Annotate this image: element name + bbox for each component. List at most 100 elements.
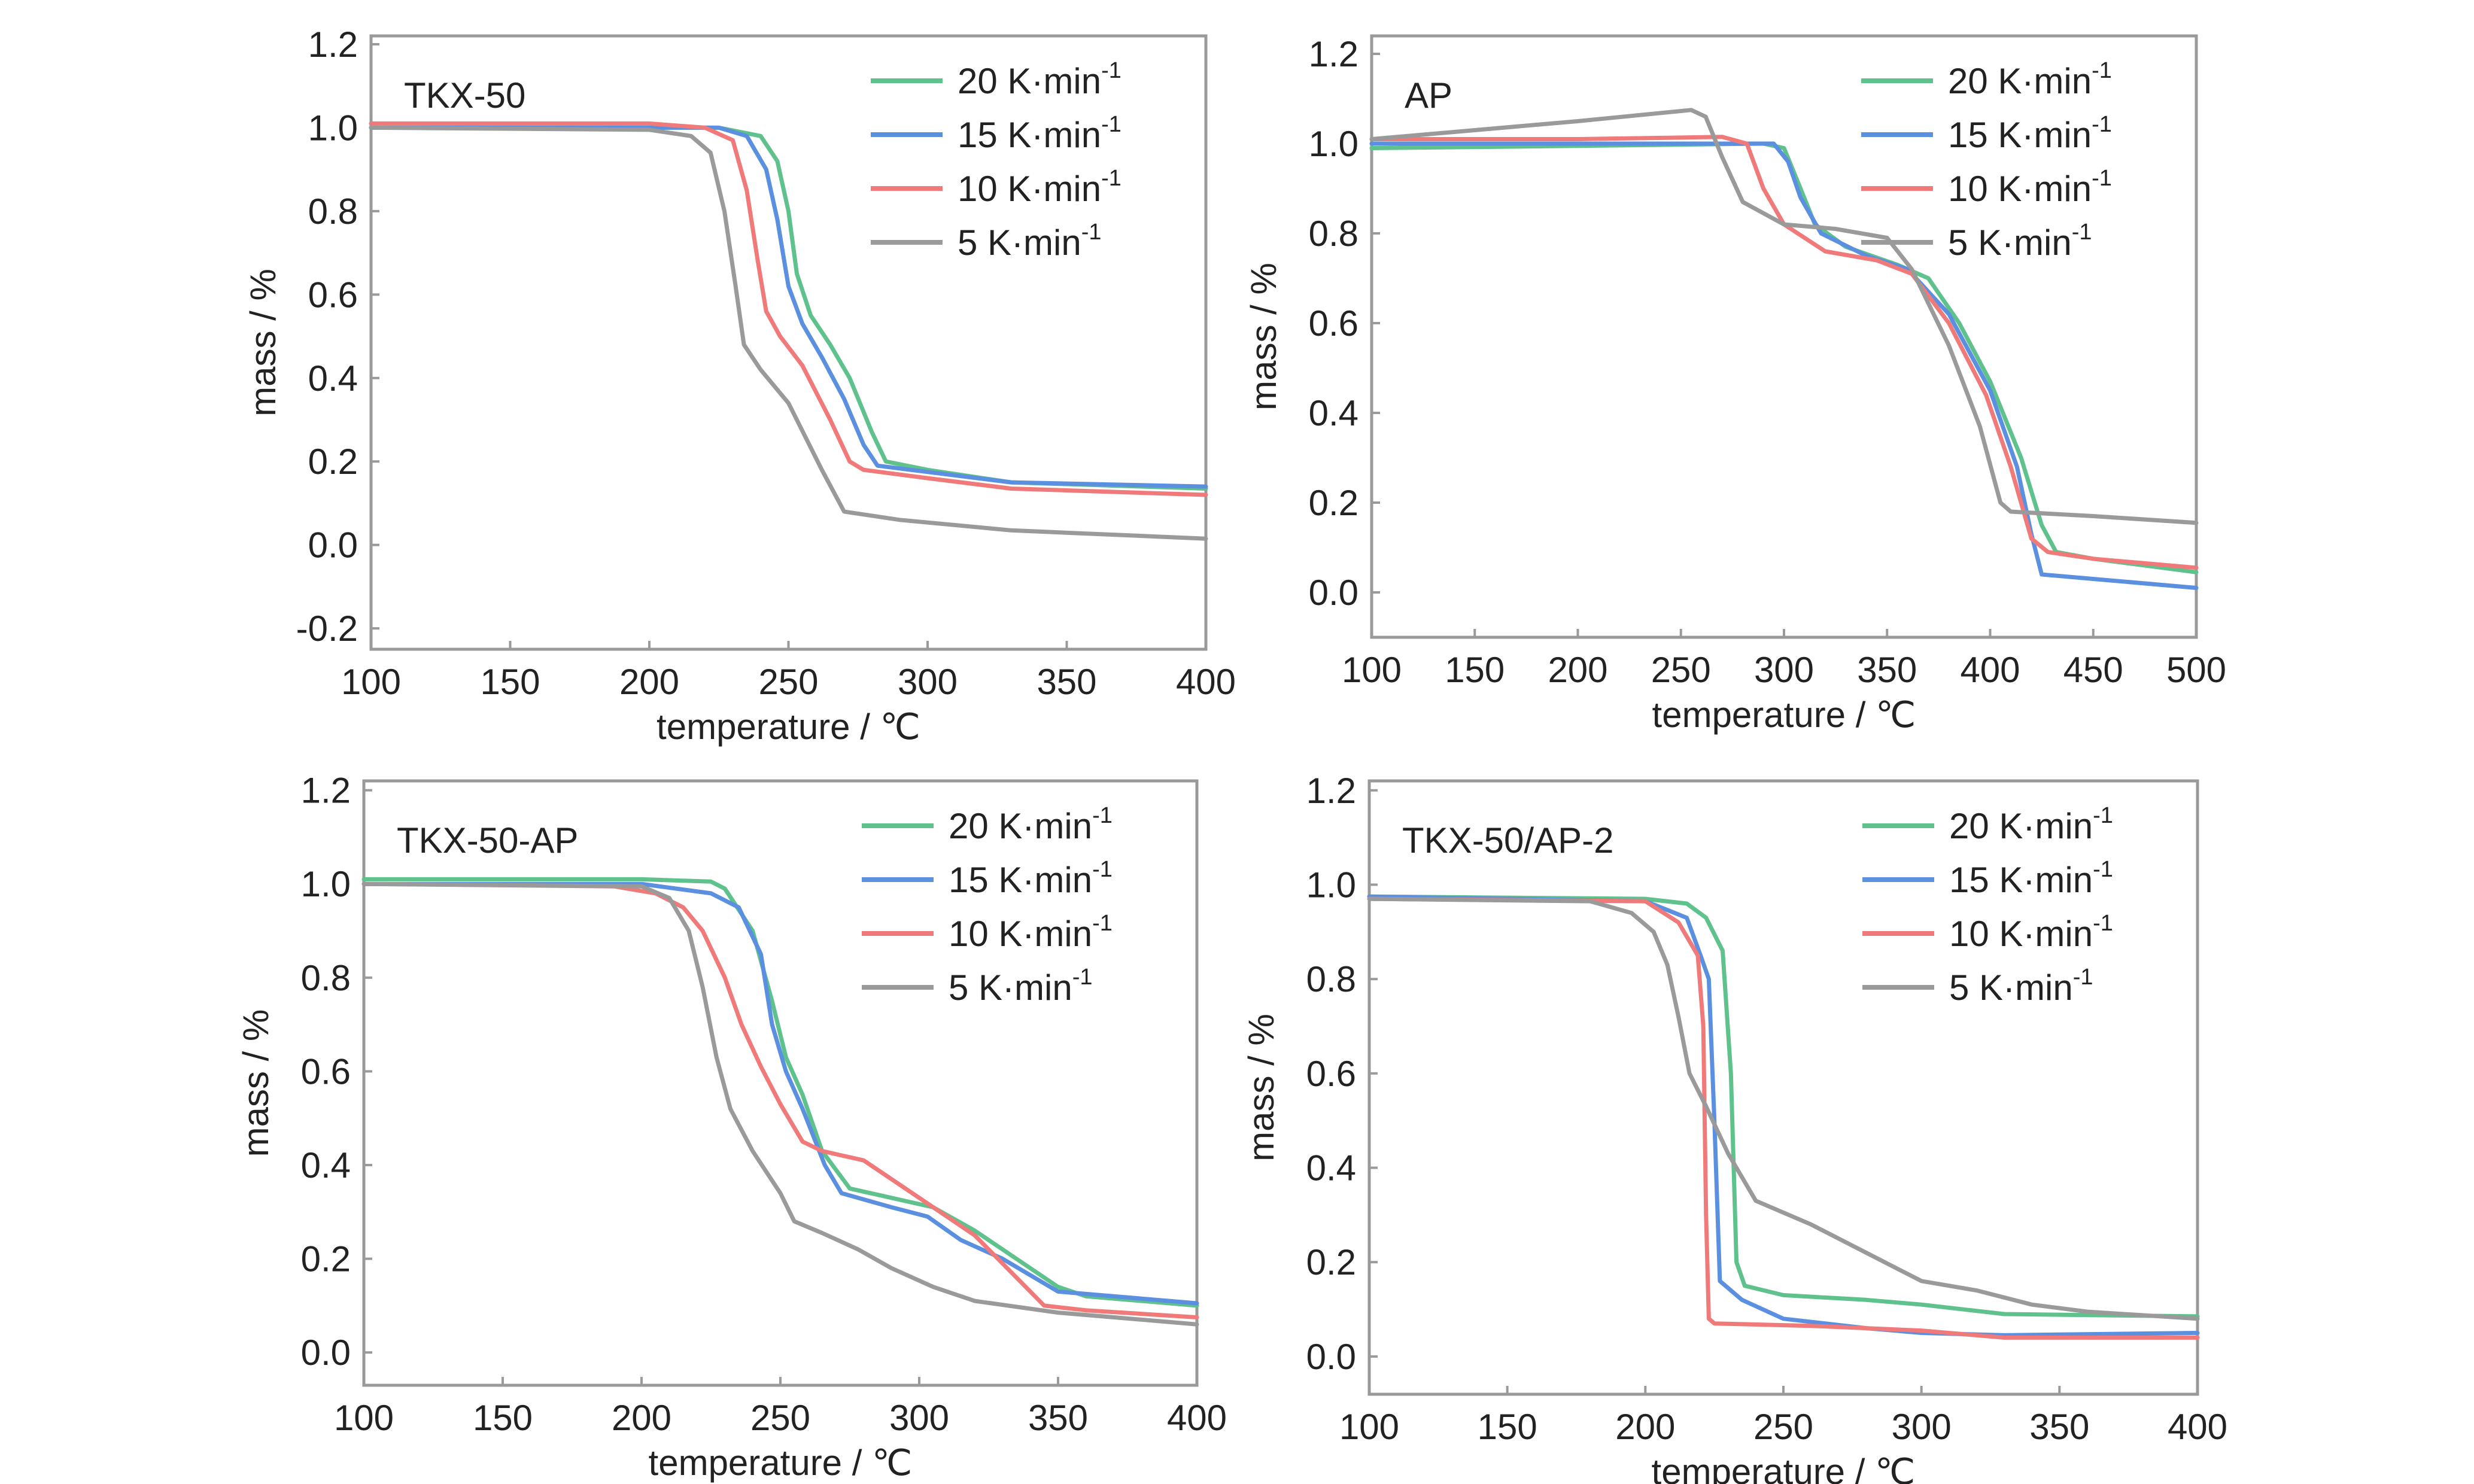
panel-title: TKX-50-AP — [397, 820, 578, 860]
legend-entry-main: 15 K·min — [958, 115, 1101, 155]
x-tick-label: 250 — [1651, 650, 1711, 690]
series-line-tkx50-ap-3 — [361, 881, 1199, 1327]
legend-entry-main: 5 K·min — [1949, 968, 2073, 1008]
legend-entry-main: 20 K·min — [1948, 61, 2092, 101]
legend-entry-label: 5 K·min-1 — [949, 965, 1093, 1008]
x-tick-label: 350 — [2029, 1407, 2089, 1447]
x-tick-label: 250 — [1753, 1407, 1813, 1447]
x-tick-label: 400 — [1176, 662, 1236, 702]
legend-entry-main: 5 K·min — [958, 223, 1081, 263]
panel-title: TKX-50/AP-2 — [1402, 820, 1613, 860]
y-tick-label: 0.8 — [301, 958, 351, 998]
y-tick-label: 0.0 — [308, 525, 358, 565]
y-tick-label: 1.0 — [308, 108, 358, 148]
y-tick-label: 0.8 — [1306, 959, 1356, 999]
legend-entry-main: 15 K·min — [1949, 860, 2093, 900]
series-line-tkx50-ap2-3 — [1367, 896, 2200, 1321]
x-tick-label: 350 — [1028, 1398, 1088, 1438]
x-tick-label: 400 — [1960, 650, 2020, 690]
legend-entry-label: 10 K·min-1 — [958, 166, 1121, 209]
y-tick-label: 0.0 — [1309, 573, 1358, 613]
legend-entry-label: 15 K·min-1 — [1948, 112, 2112, 155]
series-line-tkx50-3 — [369, 125, 1208, 541]
y-tick-label: 1.0 — [301, 864, 351, 904]
x-tick-label: 100 — [1339, 1407, 1399, 1447]
legend-entry-superscript: -1 — [1101, 112, 1121, 137]
y-tick-label: 1.2 — [1306, 771, 1356, 811]
x-tick-label: 300 — [898, 662, 958, 702]
y-tick-label: 0.2 — [1309, 483, 1358, 523]
y-tick-label: 1.0 — [1309, 124, 1358, 164]
legend-entry-label: 10 K·min-1 — [1948, 166, 2112, 209]
series-line-tkx50-2 — [369, 121, 1208, 497]
legend-entry-superscript: -1 — [1092, 911, 1113, 936]
y-tick-label: 0.6 — [301, 1051, 351, 1091]
x-tick-label: 300 — [1892, 1407, 1952, 1447]
legend-entry-superscript: -1 — [2072, 220, 2092, 245]
legend-entry-label: 5 K·min-1 — [1949, 965, 2093, 1008]
y-tick-label: 0.8 — [1309, 214, 1358, 254]
y-tick-label: 1.0 — [1306, 865, 1356, 905]
x-tick-label: 350 — [1857, 650, 1917, 690]
panel-title: TKX-50 — [404, 75, 525, 115]
legend-entry-main: 10 K·min — [958, 169, 1101, 209]
panel-tkx50-ap: 100 150 200 250 300 350 400 0.0 0.2 0.4 0.6 0.8 1.0 1… — [236, 771, 1227, 1483]
legend-entry-superscript: -1 — [2073, 965, 2093, 990]
legend-entry-label: 20 K·min-1 — [1948, 58, 2112, 101]
legend-entry-superscript: -1 — [2092, 166, 2112, 191]
y-tick-label: 0.6 — [308, 275, 358, 315]
series-line-tkx50-ap2-2 — [1367, 896, 2200, 1340]
x-tick-label: 150 — [480, 662, 540, 702]
series-line-tkx50-ap2-1 — [1367, 894, 2200, 1337]
x-tick-label: 100 — [1342, 650, 1402, 690]
series-line-ap-1 — [1369, 141, 2199, 590]
y-axis-label: mass / % — [1244, 263, 1284, 410]
x-tick-label: 400 — [2168, 1407, 2227, 1447]
y-tick-label: 0.4 — [1306, 1148, 1356, 1188]
legend-entry-label: 20 K·min-1 — [1949, 803, 2113, 846]
y-axis-label: mass / % — [236, 1009, 276, 1157]
x-tick-label: 200 — [612, 1398, 671, 1438]
legend-entry-main: 10 K·min — [1948, 169, 2092, 209]
legend-entry-superscript: -1 — [2093, 857, 2113, 882]
legend-entry-main: 15 K·min — [949, 860, 1092, 900]
legend-entry-superscript: -1 — [2093, 911, 2113, 936]
x-tick-label: 400 — [1167, 1398, 1227, 1438]
y-tick-label: 0.2 — [308, 442, 358, 482]
series-line-tkx50-1 — [369, 125, 1208, 489]
legend-entry-main: 5 K·min — [949, 968, 1072, 1008]
y-tick-label: 0.4 — [301, 1145, 351, 1185]
x-tick-label: 300 — [889, 1398, 949, 1438]
legend-entry-superscript: -1 — [1101, 58, 1121, 83]
legend-entry-main: 20 K·min — [1949, 806, 2093, 846]
legend-entry-label: 15 K·min-1 — [958, 112, 1121, 155]
panel-ap: 100 150 200 250 300 350 400 450 500 0.0 0.2 0.4 0.6 0… — [1244, 34, 2226, 735]
x-tick-label: 150 — [1445, 650, 1505, 690]
x-tick-label: 350 — [1037, 662, 1096, 702]
panel-tkx50: 100 150 200 250 300 350 400 -0.2 0.0 0.2 0.4 0.6 0.8… — [243, 25, 1236, 747]
legend-entry-label: 5 K·min-1 — [1948, 220, 2092, 263]
x-tick-label: 200 — [619, 662, 679, 702]
y-tick-label: 0.2 — [301, 1239, 351, 1279]
legend-entry-superscript: -1 — [2092, 58, 2112, 83]
panel-title: AP — [1405, 75, 1452, 115]
x-tick-label: 300 — [1754, 650, 1814, 690]
y-tick-label: 0.0 — [1306, 1337, 1356, 1377]
series-line-tkx50-ap-2 — [361, 881, 1199, 1319]
legend-entry-superscript: -1 — [1081, 220, 1102, 245]
legend-entry-superscript: -1 — [1092, 803, 1113, 828]
x-tick-label: 150 — [473, 1398, 533, 1438]
series-line-tkx50-ap2-0 — [1367, 894, 2200, 1319]
y-tick-label: 0.4 — [1309, 393, 1358, 433]
y-tick-label: 1.2 — [301, 771, 351, 811]
y-tick-label: 0.8 — [308, 191, 358, 232]
y-tick-label: 0.6 — [1306, 1054, 1356, 1094]
x-tick-label: 150 — [1478, 1407, 1537, 1447]
legend-entry-label: 15 K·min-1 — [1949, 857, 2113, 900]
x-tick-label: 100 — [334, 1398, 394, 1438]
y-axis-label: mass / % — [243, 269, 283, 416]
x-axis-label: temperature / ℃ — [657, 707, 920, 747]
x-tick-label: 500 — [2166, 650, 2226, 690]
legend-entry-label: 5 K·min-1 — [958, 220, 1102, 263]
x-tick-label: 250 — [750, 1398, 810, 1438]
